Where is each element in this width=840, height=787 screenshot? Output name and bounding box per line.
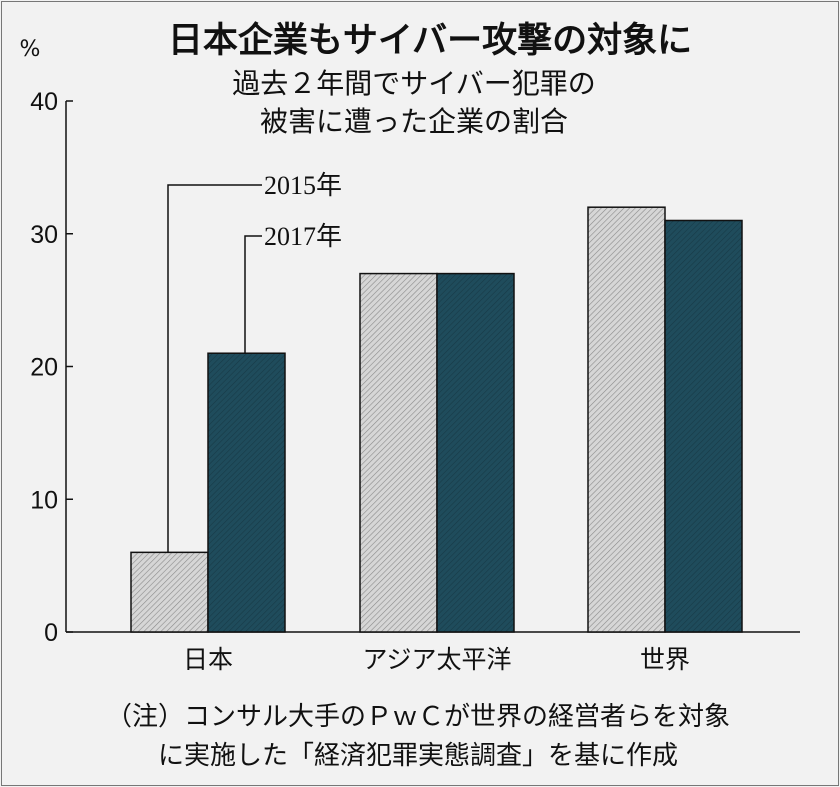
legend-callouts: 2015年 2017年: [167, 171, 342, 553]
chart-subtitle-line-2: 被害に遭った企業の割合: [260, 105, 568, 138]
y-tick-label: 40: [30, 88, 58, 116]
y-tick-label: 10: [30, 486, 58, 514]
x-category-label: 世界: [640, 645, 690, 674]
bar-2015年-アジア太平洋: [359, 272, 438, 633]
bar-2017年-アジア太平洋: [436, 272, 515, 633]
legend-label: 2015年: [264, 171, 342, 200]
chart-title: 日本企業もサイバー攻撃の対象に: [168, 20, 692, 61]
chart-subtitle-line-1: 過去２年間でサイバー犯罪の: [232, 67, 595, 100]
y-axis-unit: %: [20, 37, 41, 62]
x-category-label: アジア太平洋: [362, 645, 511, 674]
source-note-line-2: に実施した「経済犯罪実態調査」を基に作成: [158, 741, 678, 771]
source-note-line-1: （注）コンサル大手のＰｗＣが世界の経営者らを対象: [106, 702, 730, 732]
category-labels: 日本 アジア太平洋 世界: [183, 645, 690, 674]
bar-2017年-世界: [664, 219, 743, 633]
y-tick-label: 0: [44, 619, 58, 647]
legend-callout-line: [167, 184, 262, 553]
bars-group: [130, 206, 743, 633]
bar-2015年-世界: [587, 206, 666, 633]
bar-2017年-日本: [207, 352, 286, 633]
y-tick-label: 20: [30, 354, 58, 382]
y-tick-label: 30: [30, 221, 58, 249]
x-category-label: 日本: [183, 645, 233, 674]
legend-label: 2017年: [264, 222, 342, 251]
bar-2015年-日本: [130, 551, 209, 633]
legend-callout-line: [244, 235, 262, 354]
